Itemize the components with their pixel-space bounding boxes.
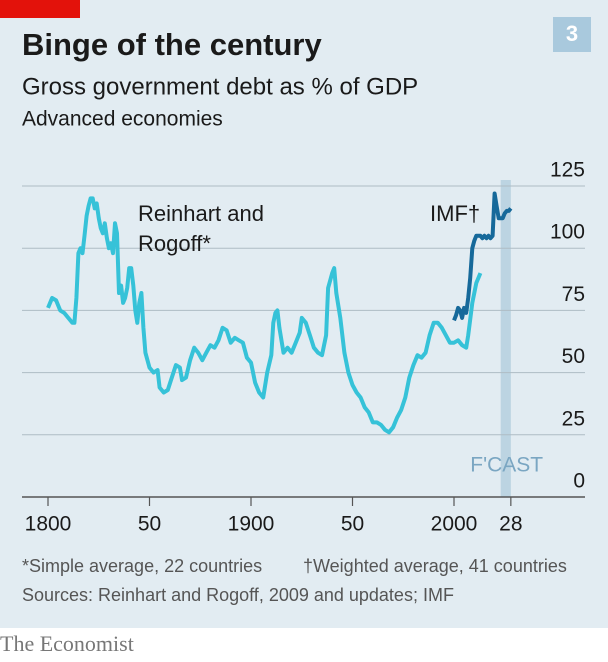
badge: 3 — [566, 21, 578, 46]
x-tick-label: 2000 — [431, 513, 478, 536]
x-tick-label: 1900 — [228, 513, 275, 536]
subtitle: Gross government debt as % of GDP — [22, 73, 418, 100]
source: Sources: Reinhart and Rogoff, 2009 and u… — [22, 585, 454, 605]
series-line — [46, 196, 483, 435]
series-line — [452, 191, 513, 322]
x-tick-label: 28 — [499, 513, 522, 536]
chart-title: Binge of the century — [22, 27, 322, 62]
y-tick-label: 100 — [550, 221, 585, 244]
x-tick-label: 50 — [341, 513, 364, 536]
brand-tag — [0, 0, 80, 18]
series-label: Reinhart and Rogoff* — [138, 201, 264, 256]
y-tick-label: 125 — [550, 159, 585, 182]
y-tick-label: 75 — [562, 283, 585, 306]
x-tick-label: 1800 — [25, 513, 72, 536]
y-tick-label: 25 — [562, 407, 585, 430]
brand: The Economist — [0, 631, 134, 656]
forecast-label: F'CAST — [470, 454, 543, 477]
y-tick-label: 50 — [562, 345, 585, 368]
x-tick-label: 50 — [138, 513, 161, 536]
subtitle-2: Advanced economies — [22, 108, 223, 131]
footnote: *Simple average, 22 countries — [22, 556, 262, 576]
forecast-band — [500, 180, 511, 497]
series-label: IMF† — [430, 201, 481, 226]
footnote: †Weighted average, 41 countries — [303, 556, 567, 576]
y-tick-label: 0 — [573, 470, 585, 493]
badge-box — [553, 17, 591, 52]
